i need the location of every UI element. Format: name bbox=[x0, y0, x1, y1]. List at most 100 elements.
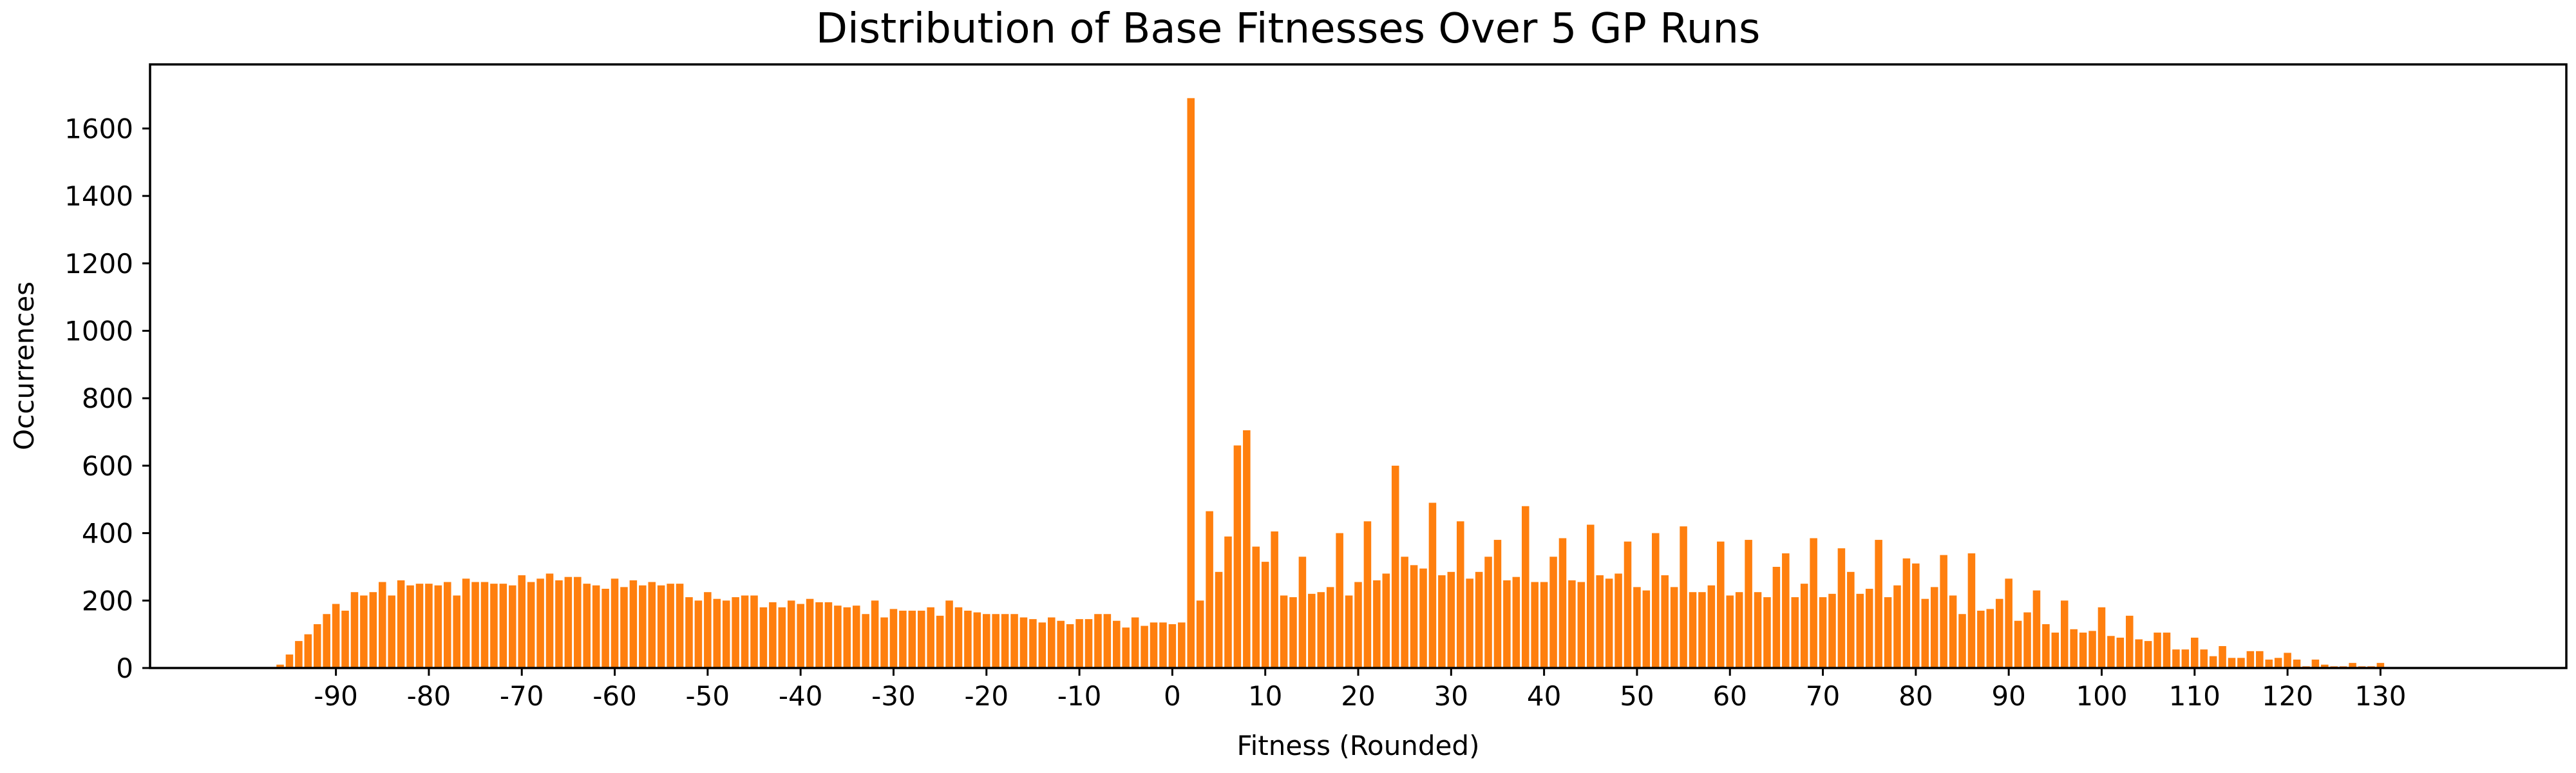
y-tick-label: 400 bbox=[82, 518, 133, 549]
bar bbox=[1652, 533, 1660, 668]
bar bbox=[1271, 531, 1278, 668]
bar bbox=[1624, 541, 1632, 668]
bar bbox=[815, 602, 823, 668]
bar bbox=[824, 602, 833, 668]
bar bbox=[2144, 641, 2152, 668]
bar bbox=[1995, 598, 2003, 668]
x-tick-label: -20 bbox=[964, 680, 1009, 712]
bar bbox=[1206, 511, 1213, 668]
x-tick-label: 20 bbox=[1341, 680, 1375, 712]
bar bbox=[797, 604, 804, 668]
y-tick-label: 200 bbox=[82, 585, 133, 616]
bar bbox=[397, 580, 405, 668]
bar bbox=[611, 578, 619, 668]
bar bbox=[2042, 624, 2050, 668]
bar bbox=[1428, 502, 1437, 668]
bar bbox=[880, 617, 888, 668]
bar bbox=[1521, 506, 1530, 668]
bar bbox=[1558, 538, 1567, 668]
bar bbox=[1094, 614, 1102, 668]
bar bbox=[732, 597, 739, 668]
bar bbox=[852, 606, 860, 668]
bar bbox=[1456, 521, 1464, 668]
bar bbox=[1615, 573, 1622, 668]
bar bbox=[1661, 575, 1669, 668]
bar bbox=[620, 587, 628, 668]
bar bbox=[564, 577, 573, 668]
bar bbox=[1763, 597, 1771, 668]
plot-frame bbox=[149, 63, 2568, 669]
x-tick-label: 40 bbox=[1527, 680, 1561, 712]
bar bbox=[1001, 614, 1009, 668]
bar bbox=[2125, 615, 2134, 668]
x-tick-label: 120 bbox=[2262, 680, 2313, 712]
x-tick-label: -70 bbox=[500, 680, 544, 712]
bar bbox=[629, 580, 638, 668]
bar bbox=[2284, 653, 2291, 668]
bar bbox=[2246, 651, 2255, 668]
bar bbox=[1735, 592, 1743, 668]
bar bbox=[2051, 633, 2060, 668]
bar bbox=[415, 584, 424, 668]
bar bbox=[471, 582, 479, 668]
bar bbox=[871, 600, 879, 668]
bar bbox=[2070, 629, 2078, 668]
bar bbox=[2256, 651, 2264, 668]
bar bbox=[555, 580, 563, 668]
bar bbox=[908, 611, 916, 668]
x-tick-label: 30 bbox=[1434, 680, 1468, 712]
bar bbox=[1810, 538, 1817, 668]
bar bbox=[2191, 637, 2199, 668]
bar bbox=[927, 607, 934, 668]
bar bbox=[350, 592, 359, 668]
bar bbox=[2209, 656, 2217, 668]
bar bbox=[1168, 624, 1177, 668]
bar bbox=[1298, 557, 1307, 668]
bar bbox=[1707, 585, 1716, 668]
bar bbox=[2376, 663, 2385, 668]
bar bbox=[1986, 609, 1994, 668]
bar bbox=[1977, 611, 1985, 668]
bar bbox=[2088, 631, 2096, 668]
bar bbox=[1875, 540, 1882, 668]
bar bbox=[1233, 445, 1242, 668]
x-tick-label: 90 bbox=[1991, 680, 2025, 712]
bar bbox=[369, 592, 377, 668]
bar bbox=[759, 607, 768, 668]
bar bbox=[1252, 546, 1260, 668]
bar bbox=[1587, 524, 1595, 668]
bar bbox=[1419, 568, 1427, 668]
bar bbox=[574, 577, 582, 668]
bar bbox=[2135, 639, 2143, 668]
bar bbox=[545, 573, 554, 668]
bar bbox=[685, 597, 693, 668]
bar bbox=[2116, 637, 2125, 668]
bar bbox=[499, 584, 507, 668]
bar bbox=[1280, 595, 1288, 668]
chart-title: Distribution of Base Fitnesses Over 5 GP… bbox=[816, 5, 1761, 53]
bar bbox=[1122, 627, 1130, 668]
bar bbox=[1261, 562, 1269, 668]
bar bbox=[1837, 548, 1846, 668]
bar bbox=[1187, 98, 1195, 669]
bar bbox=[639, 585, 647, 668]
bar bbox=[657, 585, 665, 668]
bar bbox=[1373, 580, 1381, 668]
bar bbox=[1048, 617, 1056, 668]
y-tick-label: 1400 bbox=[64, 180, 133, 212]
bar bbox=[1159, 622, 1167, 668]
bar bbox=[1726, 595, 1734, 668]
bar bbox=[787, 600, 795, 668]
bar bbox=[592, 585, 600, 668]
bar bbox=[806, 598, 814, 668]
x-axis: -90 -80 -70 -60 -50 -40 -30 -20 -10 0 10 20 30 40 50 60… bbox=[314, 668, 2406, 712]
x-tick-label: 130 bbox=[2354, 680, 2406, 712]
bar bbox=[276, 664, 284, 668]
bar bbox=[1940, 555, 1947, 668]
bar bbox=[1930, 587, 1938, 668]
bar bbox=[304, 634, 312, 668]
bar bbox=[704, 592, 712, 668]
x-tick-label: -40 bbox=[779, 680, 823, 712]
bar bbox=[936, 615, 944, 668]
